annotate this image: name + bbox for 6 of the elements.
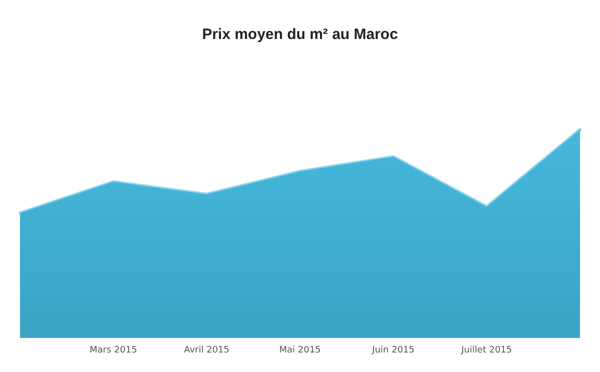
x-tick-label: Juillet 2015 <box>460 346 512 356</box>
x-tick-label: Mars 2015 <box>90 346 138 356</box>
chart-title: Prix moyen du m² au Maroc <box>202 26 398 43</box>
x-tick-label: Juin 2015 <box>371 346 414 356</box>
x-tick-label: Mai 2015 <box>279 346 321 356</box>
x-tick-label: Avril 2015 <box>184 346 230 356</box>
